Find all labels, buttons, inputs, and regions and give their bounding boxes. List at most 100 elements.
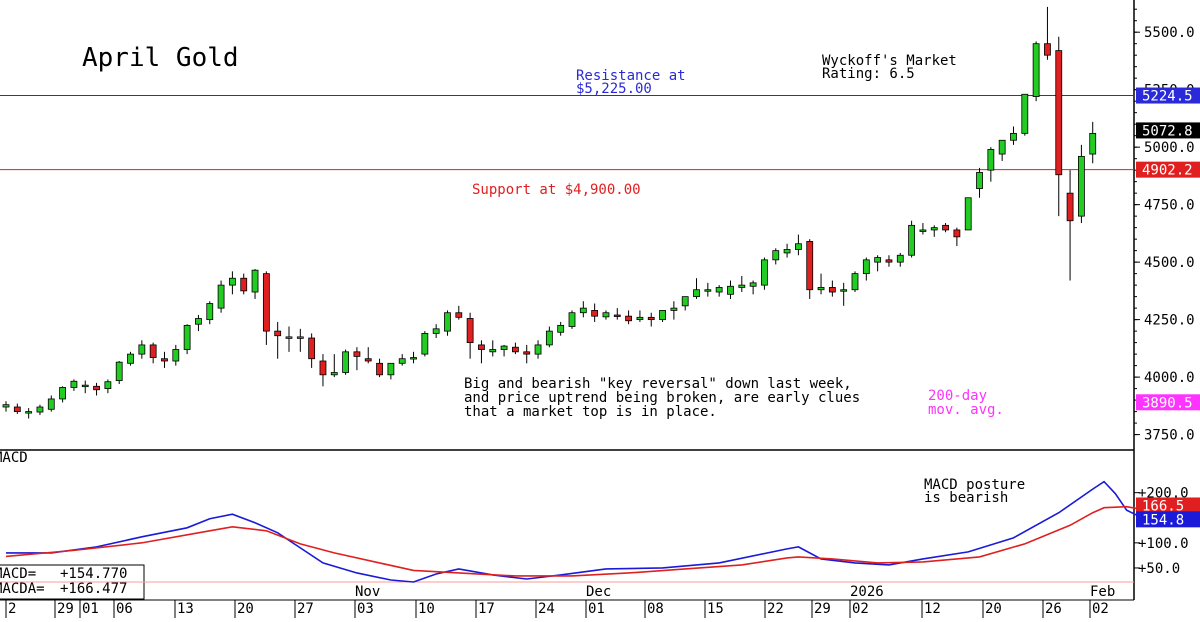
candle [953, 227, 961, 247]
candle [557, 321, 565, 336]
candle [13, 403, 21, 414]
date-label: 02 [1092, 601, 1109, 617]
macd-annotation-1: MACD posture [924, 477, 1025, 493]
candle-body [885, 259, 893, 263]
candle [455, 305, 463, 320]
ma200-tag: 3890.5 [1136, 394, 1200, 411]
candle [342, 349, 350, 375]
candles-group [2, 6, 1097, 419]
candle-body [862, 259, 870, 275]
price-ytick-label: 4500.0 [1144, 255, 1195, 271]
candle [274, 321, 282, 359]
candle [500, 344, 508, 357]
macda-line [5, 505, 1172, 577]
candle [285, 326, 293, 352]
candle [738, 275, 746, 293]
price-ytick-label: 5000.0 [1144, 140, 1195, 156]
candle-body [285, 336, 293, 339]
candle [25, 408, 33, 419]
candle [783, 243, 791, 258]
candle-body [919, 229, 927, 232]
date-label: 12 [924, 601, 941, 617]
candle-body [127, 353, 134, 364]
candle-body [772, 250, 780, 261]
candle [896, 252, 904, 267]
candle [885, 255, 893, 267]
candle [330, 354, 338, 378]
candle [828, 280, 836, 297]
candle-body [930, 227, 938, 231]
ma200-tag-text: 3890.5 [1142, 395, 1193, 411]
candle-body [749, 282, 757, 287]
candle-body [13, 406, 21, 412]
price-ytick-label: 5500.0 [1144, 25, 1195, 41]
candle-body [636, 316, 644, 321]
candle [1055, 36, 1063, 217]
candle-body [908, 224, 915, 256]
candle [115, 361, 123, 385]
candle [421, 331, 429, 357]
candle [444, 310, 451, 336]
candle [749, 280, 757, 295]
date-label: 13 [177, 601, 194, 617]
ma-label-2: mov. avg. [928, 402, 1004, 418]
support-tag-text: 4902.2 [1142, 163, 1193, 179]
candle [591, 303, 599, 322]
candle-body [795, 243, 802, 250]
candle [761, 257, 768, 290]
date-label: 24 [538, 601, 555, 617]
candle-body [500, 345, 508, 350]
candle-body [161, 358, 168, 362]
candle-body [387, 362, 395, 376]
resistance-tag-text: 5224.5 [1142, 89, 1193, 105]
candle [998, 139, 1006, 161]
candle [47, 395, 55, 412]
candle [579, 301, 587, 318]
candle [93, 382, 100, 396]
candle-body [625, 315, 632, 322]
rating-line-1: Wyckoff's Market [822, 53, 957, 69]
candle-body [874, 257, 882, 263]
candle-body [274, 330, 282, 337]
annotation-line-1: Big and bearish "key reversal" down last… [464, 376, 852, 392]
date-label: 03 [357, 601, 374, 617]
ma200-tag-box [1136, 394, 1200, 411]
candle [659, 310, 666, 322]
candle-body [953, 229, 961, 238]
candle-body [308, 337, 316, 360]
candle [1010, 126, 1017, 145]
candle [195, 315, 202, 332]
candle [534, 340, 542, 359]
candle [1089, 121, 1097, 164]
candle [81, 380, 89, 394]
candle-body [998, 139, 1006, 155]
candle [795, 234, 802, 256]
resistance-label-2: $5,225.00 [576, 81, 652, 97]
candle [704, 282, 712, 297]
macda-tag-box [1136, 497, 1200, 514]
candle-body [410, 357, 417, 360]
candle [715, 285, 723, 297]
candle [308, 333, 316, 368]
date-label: 06 [116, 601, 133, 617]
candle [251, 269, 259, 299]
date-label: 29 [57, 601, 74, 617]
candle-body [115, 361, 123, 381]
candle [1032, 41, 1040, 102]
candle-body [81, 384, 89, 388]
macd-tag-text: 154.8 [1142, 512, 1184, 528]
candle-body [670, 307, 678, 311]
candle [806, 239, 814, 299]
candle [240, 273, 248, 295]
candle-body [25, 411, 33, 414]
candle [364, 347, 372, 364]
candle-body [568, 312, 576, 327]
date-label: 17 [478, 601, 495, 617]
candle-body [444, 312, 451, 332]
candle-body [398, 358, 406, 364]
candle [1066, 170, 1074, 281]
date-label: 01 [588, 601, 605, 617]
macd-ytick-label: +50.0 [1138, 561, 1180, 577]
